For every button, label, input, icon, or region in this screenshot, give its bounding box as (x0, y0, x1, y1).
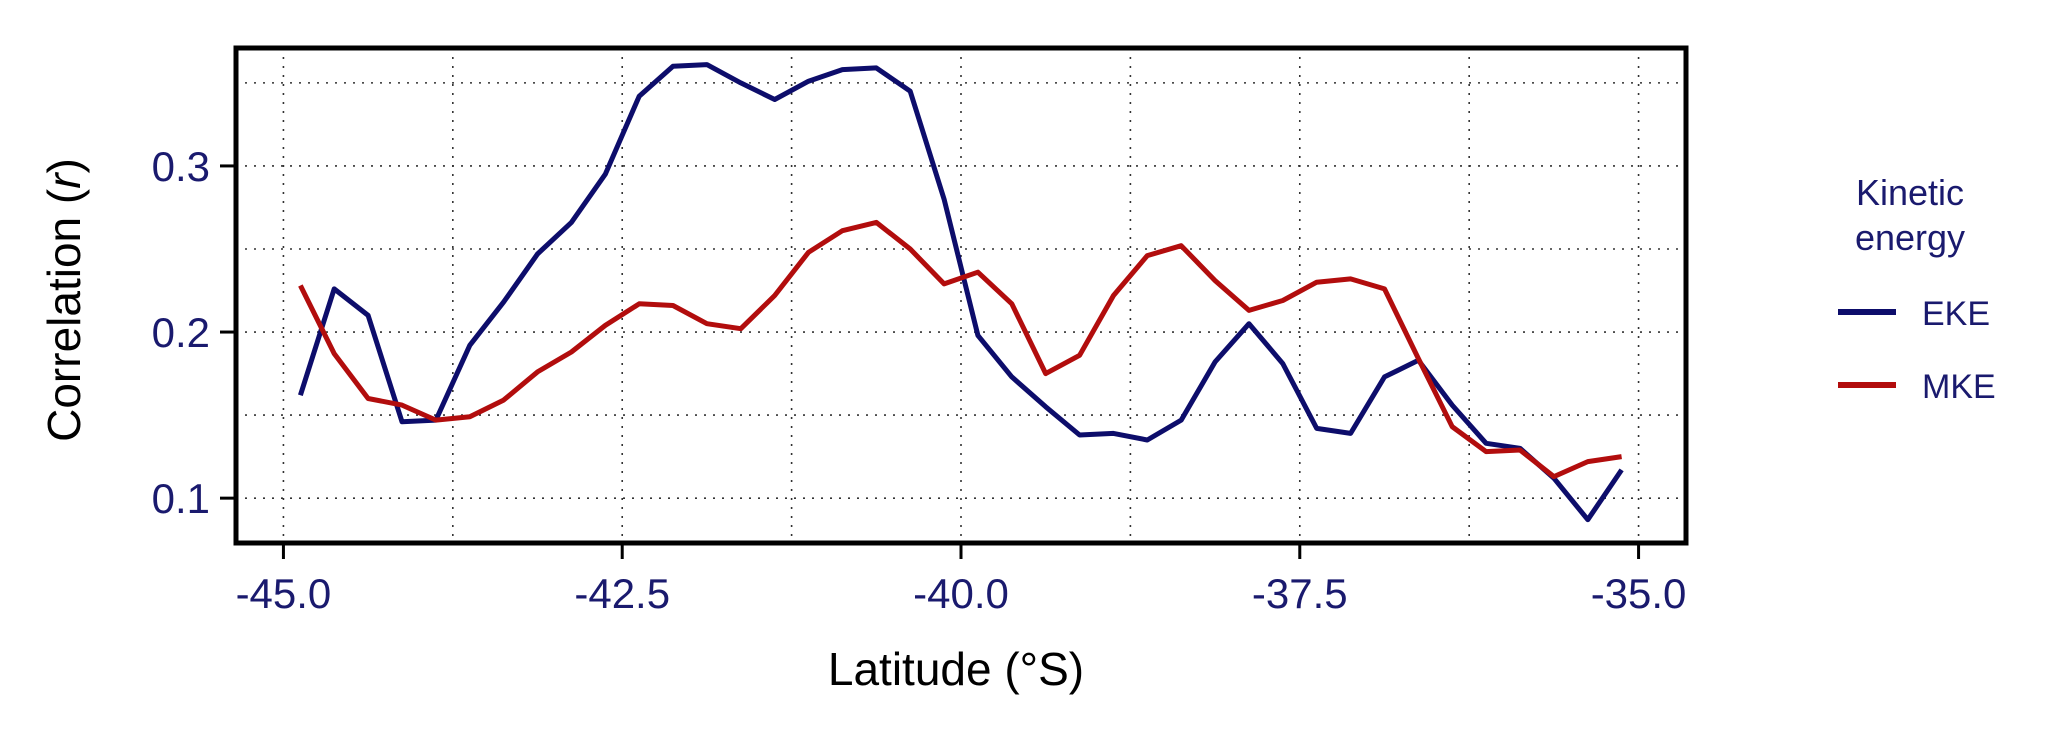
legend-title-line-1: Kinetic (1856, 172, 1964, 213)
x-axis-ticks: -45.0 -42.5 -40.0 -37.5 -35.0 (236, 545, 1687, 617)
series-line-eke (298, 62, 1624, 523)
y-axis-title-main: Correlation ( (38, 188, 90, 442)
y-tick-label: 0.1 (152, 475, 210, 522)
y-axis-title: Correlation (r) (38, 158, 90, 442)
legend-label-eke: EKE (1922, 295, 1990, 333)
y-tick-label: 0.2 (152, 309, 210, 356)
x-tick-label: -42.5 (574, 570, 670, 617)
y-axis-ticks: 0.1 0.2 0.3 (152, 143, 234, 522)
y-axis-title-symbol: r (38, 172, 90, 189)
legend-label-mke: MKE (1922, 368, 1996, 406)
plot-frame (233, 45, 1689, 546)
x-tick-label: -37.5 (1252, 570, 1348, 617)
x-tick-label: -40.0 (913, 570, 1009, 617)
x-tick-label: -45.0 (236, 570, 332, 617)
x-tick-label: -35.0 (1591, 570, 1687, 617)
grid-lines (236, 48, 1686, 543)
series-lines (298, 62, 1624, 523)
y-axis-title-close: ) (38, 158, 90, 173)
legend: Kinetic energy EKE MKE (1838, 172, 1996, 406)
legend-title-line-2: energy (1855, 217, 1965, 258)
y-tick-label: 0.3 (152, 143, 210, 190)
series-line-mke (298, 219, 1622, 480)
x-axis-title: Latitude (°S) (828, 643, 1084, 695)
